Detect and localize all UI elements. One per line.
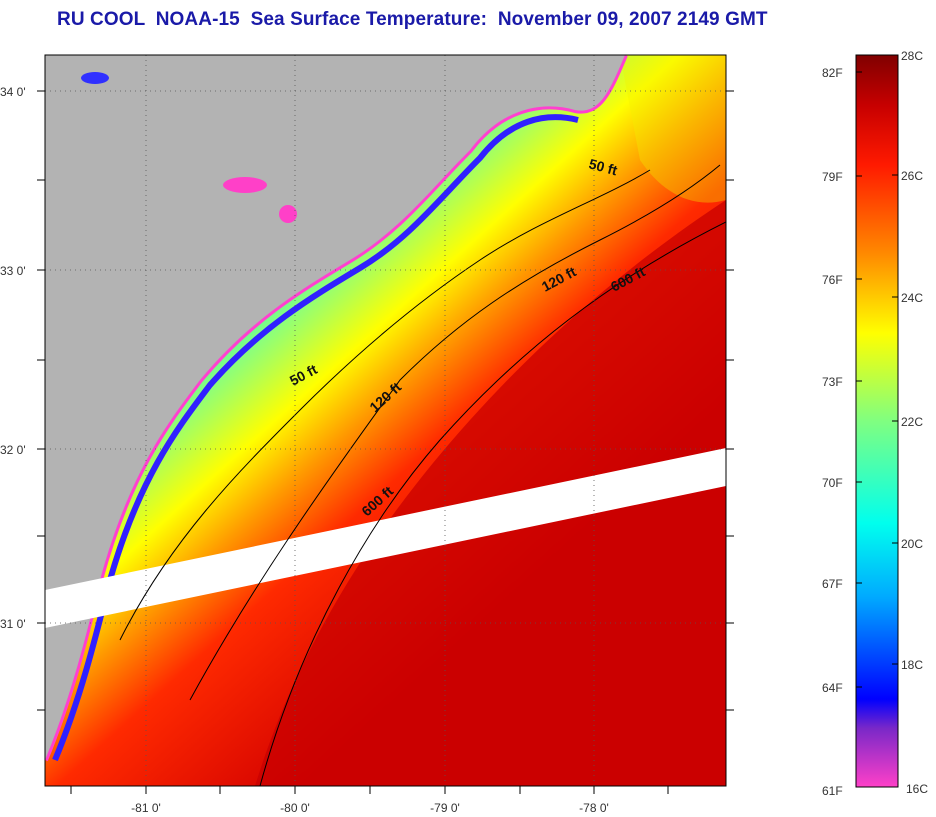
- lon-label-78: -78 0': [579, 801, 609, 815]
- nearshore-warm-patch: [620, 55, 726, 203]
- gulf-stream-core: [255, 200, 726, 786]
- map-area: [45, 55, 726, 786]
- cb-label-26c: 26C: [901, 169, 923, 183]
- graticule: [45, 55, 726, 786]
- lake-marker: [81, 72, 109, 84]
- map-frame: [44, 54, 727, 787]
- cb-label-28c: 28C: [901, 49, 923, 63]
- cb-label-22c: 22C: [901, 415, 923, 429]
- cb-label-16c: 16C: [906, 782, 928, 796]
- colorbar-ticks: [856, 54, 898, 688]
- lake-marker-3: [279, 205, 297, 223]
- lon-label-81: -81 0': [131, 801, 161, 815]
- page-title: RU COOL NOAA-15 Sea Surface Temperature:…: [57, 9, 768, 30]
- cb-label-79f: 79F: [822, 170, 843, 184]
- cb-label-61f: 61F: [822, 784, 843, 798]
- lat-label-33: 33 0': [0, 264, 26, 278]
- land-mass: [45, 55, 625, 760]
- lat-label-34: 34 0': [0, 85, 26, 99]
- cb-label-24c: 24C: [901, 291, 923, 305]
- cb-label-70f: 70F: [822, 476, 843, 490]
- cb-label-67f: 67F: [822, 577, 843, 591]
- lon-label-80: -80 0': [280, 801, 310, 815]
- cb-label-76f: 76F: [822, 273, 843, 287]
- isobath-50ft: [119, 169, 651, 641]
- missing-data-swath: [45, 448, 726, 628]
- cb-label-73f: 73F: [822, 375, 843, 389]
- colorbar: [855, 54, 899, 788]
- cb-label-20c: 20C: [901, 537, 923, 551]
- lat-label-32: 32 0': [0, 443, 26, 457]
- cb-label-64f: 64F: [822, 681, 843, 695]
- isobath-120ft: [189, 164, 721, 701]
- isobath-600ft: [259, 221, 726, 786]
- lon-label-79: -79 0': [430, 801, 460, 815]
- lat-label-31: 31 0': [0, 617, 26, 631]
- axis-ticks: [37, 90, 734, 794]
- lake-marker-2: [223, 177, 267, 193]
- cb-label-82f: 82F: [822, 66, 843, 80]
- contour-50ft-north: 50 ft: [587, 155, 619, 178]
- cb-label-18c: 18C: [901, 658, 923, 672]
